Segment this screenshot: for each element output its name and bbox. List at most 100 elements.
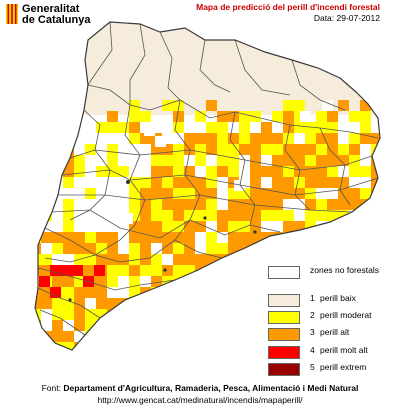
danger-cell [74,320,85,331]
danger-cell [96,276,107,287]
danger-cell [96,353,107,364]
danger-cell [250,199,261,210]
danger-cell [239,287,250,298]
danger-cell [239,210,250,221]
danger-cell [184,177,195,188]
danger-cell [151,177,162,188]
danger-cell [294,177,305,188]
danger-cell [294,221,305,232]
danger-cell [140,254,151,265]
danger-cell [162,232,173,243]
legend-label: perill alt [320,327,350,337]
danger-cell [371,133,380,144]
danger-cell [206,276,217,287]
danger-cell [52,353,63,364]
danger-cell [107,320,118,331]
danger-cell [63,232,74,243]
danger-cell [195,276,206,287]
danger-cell [349,144,360,155]
danger-cell [382,122,393,133]
danger-cell [85,232,96,243]
danger-cell [206,243,217,254]
danger-cell [184,287,195,298]
danger-cell [162,243,173,254]
danger-cell [35,342,41,350]
danger-cell [250,353,261,364]
no-forest-cell [144,125,155,136]
danger-cell [228,111,239,122]
danger-cell [327,177,338,188]
danger-cell [206,177,217,188]
danger-cell [217,210,228,221]
danger-cell [35,265,41,276]
danger-cell [184,309,195,320]
danger-cell [316,122,327,133]
danger-cell [96,331,107,342]
danger-cell [305,177,316,188]
danger-cell [63,298,74,309]
danger-cell [272,111,283,122]
danger-cell [283,221,294,232]
danger-cell [217,276,228,287]
danger-cell [162,166,173,177]
danger-cell [349,199,360,210]
map-title: Mapa de predicció del perill d'incendi f… [196,2,380,12]
danger-cell [151,221,162,232]
danger-cell [173,166,184,177]
danger-cell [107,243,118,254]
very-high-danger-cell [94,265,105,276]
danger-cell [151,265,162,276]
danger-cell [184,254,195,265]
danger-cell [129,221,140,232]
city-dot [253,230,257,234]
danger-cell [96,166,107,177]
danger-cell [85,287,96,298]
no-forest-cell [100,191,111,202]
danger-cell [239,199,250,210]
danger-cell [261,166,272,177]
danger-cell [173,232,184,243]
danger-cell [107,298,118,309]
danger-cell [173,155,184,166]
danger-cell [151,144,162,155]
danger-cell [184,243,195,254]
danger-cell [228,210,239,221]
danger-cell [382,177,393,188]
danger-cell [228,155,239,166]
danger-cell [294,144,305,155]
danger-cell [74,298,85,309]
danger-cell [140,199,151,210]
danger-cell [52,331,63,342]
danger-cell [228,199,239,210]
danger-cell [74,353,85,364]
danger-cell [316,177,327,188]
danger-cell [228,309,239,320]
catalonia-outline [34,21,381,351]
danger-cell [118,353,129,364]
source-url[interactable]: http://www.gencat.cat/medinatural/incend… [97,395,303,405]
danger-cell [217,298,228,309]
legend-item-no-forest: zones no forestals [268,264,398,279]
danger-cell [272,133,283,144]
danger-cell [184,221,195,232]
danger-cell [261,243,272,254]
danger-cell [327,243,338,254]
danger-cell [217,133,228,144]
danger-cell [228,265,239,276]
danger-cell [360,232,371,243]
danger-cell [250,177,261,188]
logo-text-line1: Generalitat [22,3,80,15]
danger-cell [283,122,294,133]
danger-cell [206,232,217,243]
danger-cell [52,298,63,309]
danger-cell [41,298,52,309]
danger-cell [173,122,184,133]
legend-number: 2 [310,310,315,320]
danger-cell [184,188,195,199]
danger-cell [382,210,393,221]
danger-cell [140,298,151,309]
danger-cell [217,144,228,155]
no-forest-cell [155,136,166,147]
danger-cell [217,331,228,342]
danger-cell [294,122,305,133]
